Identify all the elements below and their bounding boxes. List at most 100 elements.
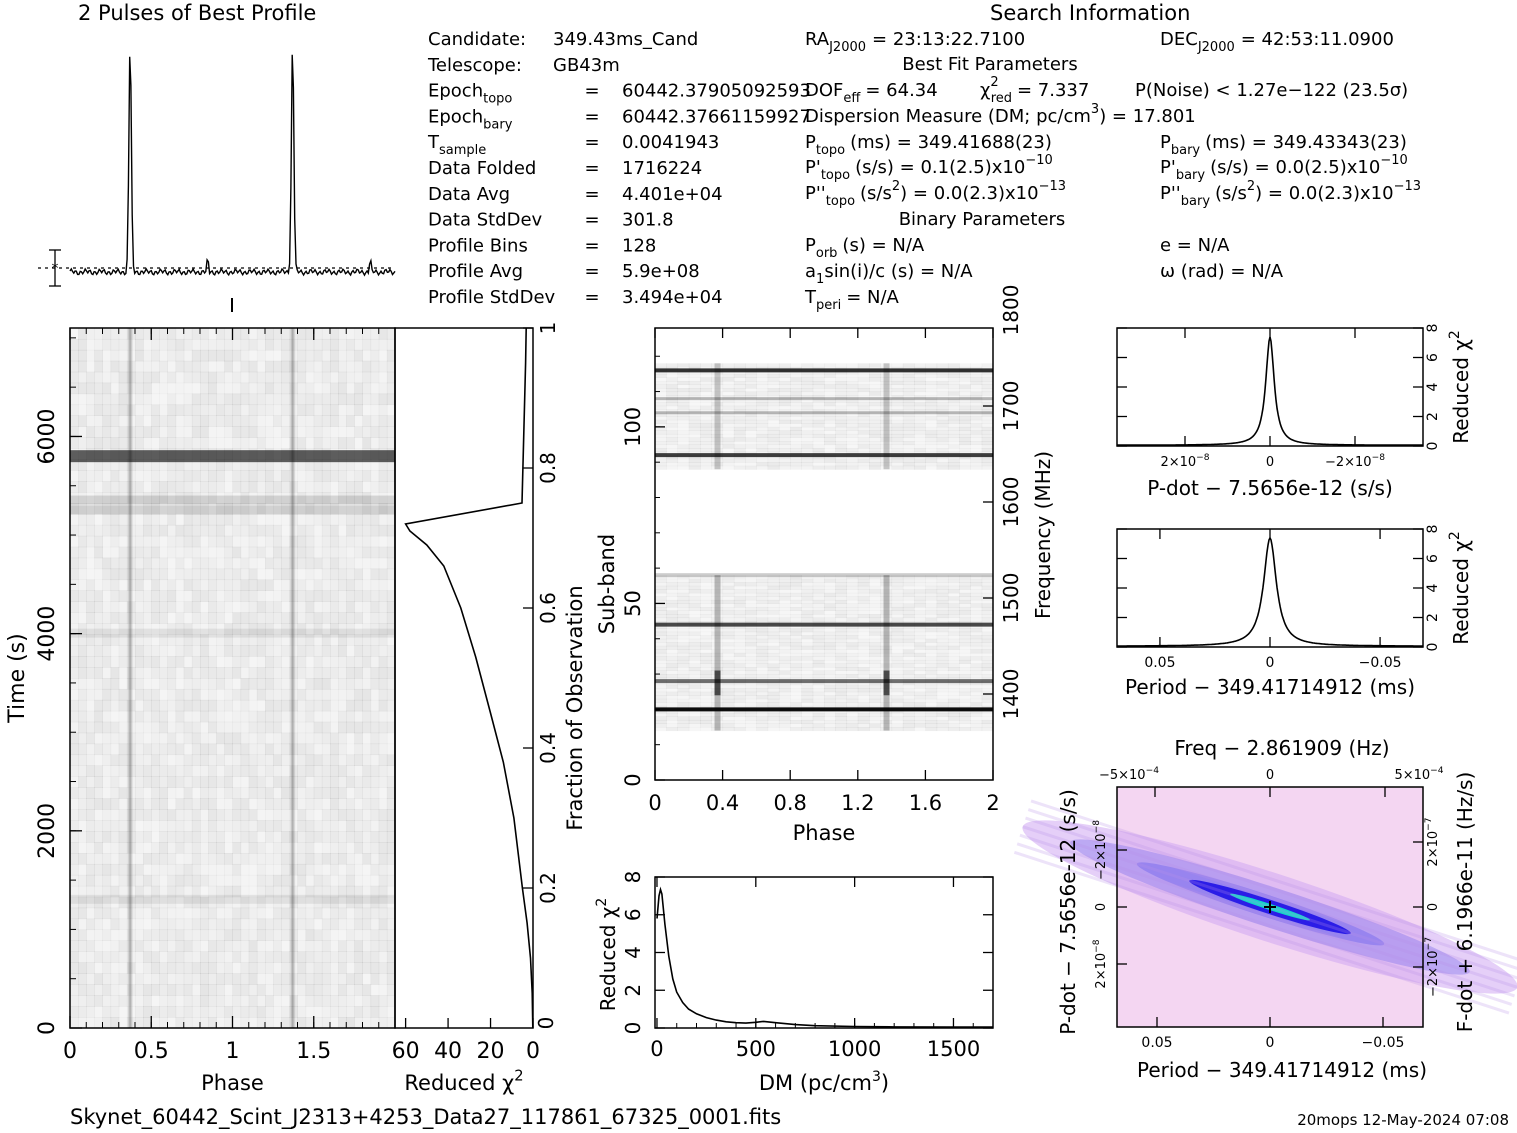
heatmap-cell: [240, 918, 250, 931]
heatmap-cell: [86, 853, 95, 865]
heatmap-cell: [297, 481, 307, 493]
info-value: 5.9e+08: [622, 261, 700, 282]
subband-cell: [846, 603, 859, 608]
heatmap-cell: [305, 929, 315, 941]
subband-cell: [745, 405, 757, 410]
subband-cell: [767, 377, 780, 382]
subband-cell: [700, 377, 712, 382]
subband-cell: [947, 652, 960, 657]
heatmap-cell: [346, 831, 355, 843]
heatmap-cell: [224, 590, 233, 602]
heatmap-cell: [94, 623, 103, 635]
subband-cell: [858, 635, 870, 639]
heatmap-cell: [86, 863, 95, 876]
subband-cell: [824, 395, 836, 400]
heatmap-cell: [208, 546, 217, 559]
subband-cell: [689, 402, 701, 406]
subband-cell: [914, 599, 926, 604]
heatmap-cell: [183, 437, 193, 449]
heatmap-cell: [78, 743, 87, 756]
heatmap-cell: [159, 1006, 168, 1018]
heatmap-cell: [273, 688, 282, 701]
subband-cell: [677, 596, 690, 601]
subband-cell: [936, 723, 949, 728]
subband-cell: [869, 649, 881, 654]
heatmap-cell: [183, 667, 193, 679]
heatmap-cell: [354, 896, 363, 909]
heatmap-cell: [183, 404, 193, 416]
heatmap-cell: [159, 667, 168, 679]
subband-cell: [790, 635, 802, 640]
subband-cell: [756, 592, 769, 597]
y-tick-label: 4000: [35, 606, 60, 662]
subband-cell: [835, 603, 848, 608]
heatmap-cell: [281, 415, 290, 427]
heatmap-cell: [200, 360, 209, 373]
heatmap-cell: [208, 590, 217, 602]
heatmap-cell: [362, 513, 372, 526]
subband-cell: [936, 430, 949, 435]
heatmap-cell: [159, 710, 168, 723]
heatmap-cell: [232, 513, 242, 526]
subband-cell: [880, 599, 893, 604]
subband-cell: [902, 582, 915, 587]
heatmap-cell: [386, 678, 396, 690]
subband-cell: [869, 702, 881, 707]
heatmap-cell: [151, 699, 160, 712]
subband-cell: [847, 671, 859, 675]
heatmap-cell: [118, 940, 128, 952]
heatmap-cell: [265, 863, 274, 876]
subband-cell: [812, 681, 825, 686]
subband-cell: [745, 628, 757, 633]
heatmap-cell: [346, 459, 355, 471]
subband-cell: [970, 582, 983, 587]
subband-cell: [723, 639, 735, 643]
heatmap-cell: [354, 732, 363, 745]
heatmap-cell: [313, 601, 323, 613]
subband-cell: [902, 575, 915, 580]
subband-cell: [869, 370, 881, 375]
subband-cell: [936, 448, 949, 453]
heatmap-cell: [200, 842, 209, 854]
subband-cell: [722, 727, 735, 732]
heatmap-cell: [338, 831, 347, 843]
subband-cell: [891, 402, 904, 407]
heatmap-cell: [330, 809, 339, 821]
heatmap-cell: [191, 918, 201, 931]
heatmap-cell: [70, 546, 79, 559]
heatmap-cell: [273, 393, 282, 406]
subband-cell: [778, 444, 791, 449]
subband-cell: [835, 688, 848, 693]
heatmap-cell: [200, 524, 209, 537]
heatmap-cell: [338, 590, 347, 602]
heatmap-cell: [305, 513, 315, 526]
subband-cell: [677, 409, 690, 414]
subband-cell: [914, 716, 926, 721]
heatmap-cell: [346, 634, 355, 646]
heatmap-cell: [297, 557, 307, 570]
heatmap-cell: [151, 798, 160, 810]
subband-cell: [891, 455, 904, 460]
heatmap-cell: [305, 918, 315, 931]
heatmap-cell: [224, 688, 233, 701]
subband-cell: [790, 699, 802, 703]
heatmap-cell: [159, 765, 168, 777]
heatmap-cell: [110, 459, 120, 471]
subband-cell: [733, 578, 746, 583]
heatmap-cell: [232, 524, 242, 537]
heatmap-cell: [370, 590, 380, 602]
heatmap-cell: [330, 492, 339, 504]
subband-cell: [745, 593, 757, 597]
heatmap-cell: [362, 732, 372, 745]
heatmap-cell: [305, 765, 315, 777]
heatmap-cell: [102, 360, 112, 373]
subband-cell: [824, 448, 836, 452]
subband-cell: [655, 409, 667, 414]
heatmap-cell: [386, 973, 396, 985]
heatmap-cell: [86, 973, 95, 985]
heatmap-cell: [248, 623, 258, 635]
subband-cell: [959, 688, 971, 693]
subband-cell: [689, 628, 701, 632]
subband-cell: [970, 628, 983, 633]
heatmap-cell: [273, 743, 282, 756]
